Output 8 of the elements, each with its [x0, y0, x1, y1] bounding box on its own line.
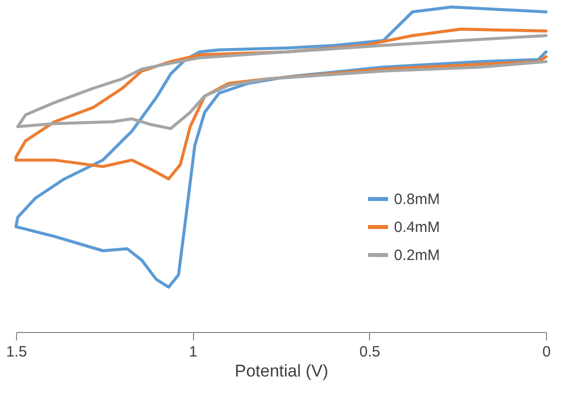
x-axis-title: Potential (V) — [234, 362, 328, 380]
x-tick-label: 0.5 — [359, 344, 380, 360]
legend-label: 0.8mM — [394, 191, 440, 208]
legend-label: 0.4mM — [394, 219, 440, 236]
x-tick-label: 0 — [542, 344, 551, 360]
x-tick-label: 1.5 — [6, 344, 27, 360]
x-tick-label: 1 — [188, 344, 198, 360]
legend-label: 0.2mM — [394, 247, 440, 264]
